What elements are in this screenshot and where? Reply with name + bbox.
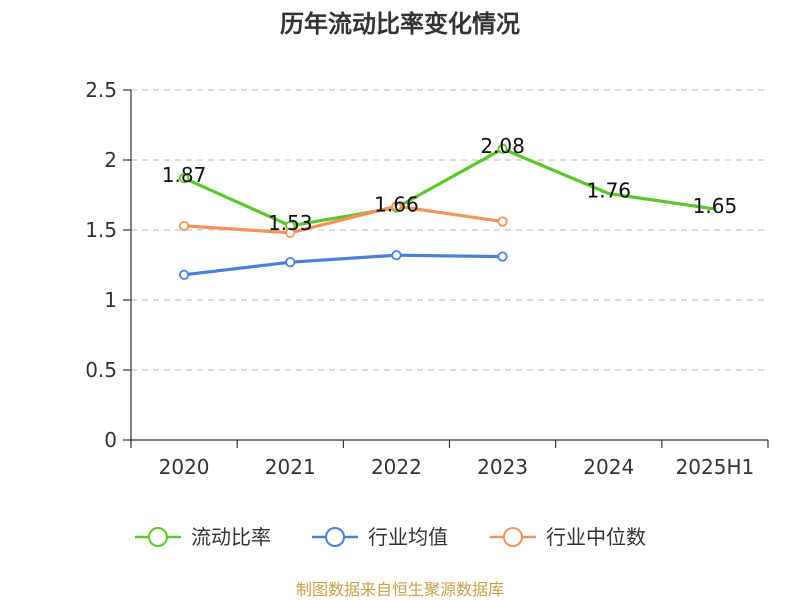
data-label: 1.65 [693,194,738,218]
series-line [182,253,505,277]
legend-marker [325,527,345,547]
data-point [391,250,402,261]
data-point [497,216,508,227]
x-tick-label: 2020 [159,455,210,479]
y-tick-label: 1.5 [85,218,117,242]
x-tick-label: 2023 [477,455,528,479]
data-point [285,227,296,238]
data-label: 1.53 [268,211,313,235]
data-point [178,220,190,231]
x-tick-label: 2021 [265,455,316,479]
legend-marker [148,527,168,547]
legend-item: 行业中位数 [490,525,646,549]
y-tick-label: 0 [104,428,117,452]
series-line [182,147,717,228]
data-point [497,143,508,154]
legend-item: 行业均值 [312,525,448,549]
x-tick-label: 2025H1 [676,455,755,479]
axes: 0 0.5 1 1.5 2 2.5 2020 2021 2022 2023 2024 2025H1 [85,78,769,479]
data-label: 2.08 [480,134,525,158]
y-tick-label: 2 [104,148,117,172]
series-lines [178,143,717,280]
data-point [285,257,296,268]
x-tick-label: 2022 [371,455,422,479]
series-line [182,204,505,235]
legend: 流动比率 行业均值 行业中位数 [135,525,646,549]
data-point [178,269,190,280]
data-labels: 1.87 1.53 1.66 2.08 1.76 1.65 [162,134,737,235]
legend-label: 行业均值 [368,525,448,549]
legend-item: 流动比率 [135,525,271,549]
y-tick-label: 2.5 [85,78,117,102]
data-label: 1.66 [374,193,419,217]
data-label: 1.87 [162,163,207,187]
legend-label: 行业中位数 [546,525,646,549]
data-point [391,201,402,212]
y-tick-label: 1 [104,288,117,312]
legend-label: 流动比率 [191,525,271,549]
legend-marker [503,527,523,547]
y-tick-label: 0.5 [85,358,117,382]
chart-title: 历年流动比率变化情况 [280,10,520,38]
x-tick-label: 2024 [583,455,634,479]
data-point [497,251,508,262]
source-note: 制图数据来自恒生聚源数据库 [296,580,504,599]
data-label: 1.76 [586,179,631,203]
data-point [178,173,190,184]
grid-lines [131,89,768,371]
